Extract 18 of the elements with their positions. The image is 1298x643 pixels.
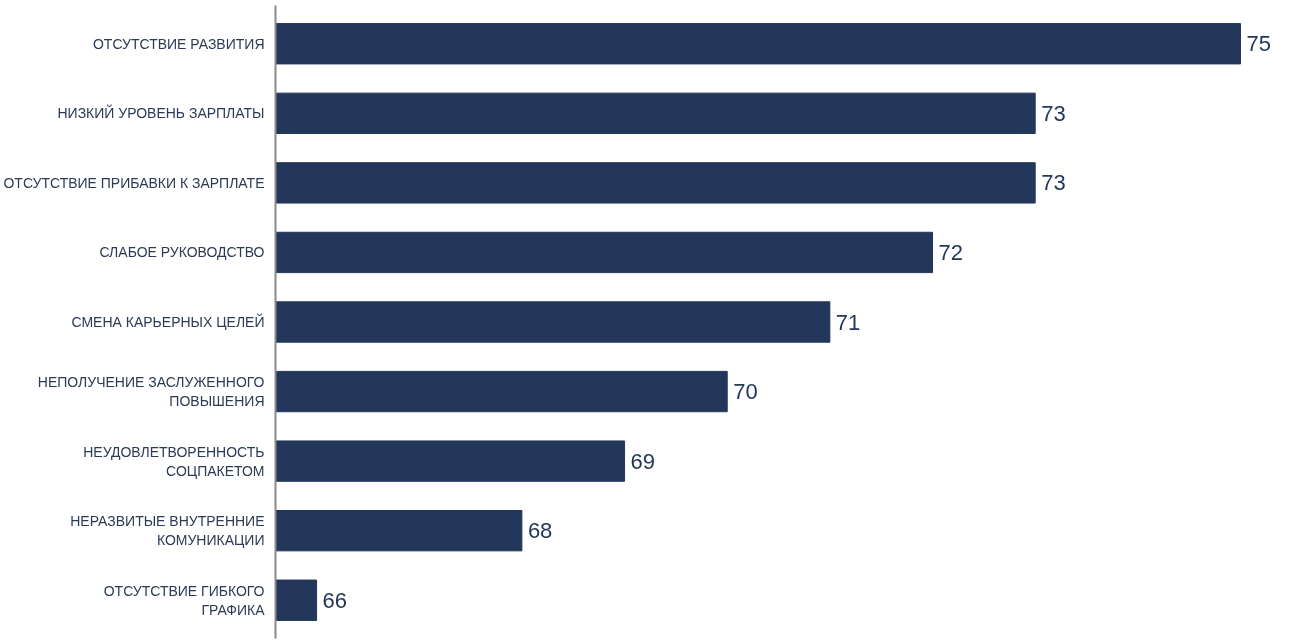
y-tick-label: НЕУДОВЛЕТВОРЕННОСТЬ СОЦПАКЕТОМ [83, 443, 265, 479]
y-tick-label: ОТСУТСТВИЕ ГИБКОГО ГРАФИКА [103, 582, 266, 618]
data-label: 73 [1041, 170, 1066, 196]
y-tick-label: ОТСУТСТВИЕ ПРИБАВКИ К ЗАРПЛАТЕ [3, 174, 265, 191]
y-tick-label: НЕПОЛУЧЕНИЕ ЗАСЛУЖЕННОГО ПОВЫШЕНИЯ [37, 373, 265, 410]
y-tick-label: ОТСУТСТВИЕ РАЗВИТИЯ [92, 35, 265, 52]
data-label: 73 [1041, 100, 1066, 126]
y-tick-label: СЛАБОЕ РУКОВОДСТВО [99, 244, 265, 261]
data-label: 71 [835, 309, 861, 335]
data-label: 75 [1246, 31, 1271, 57]
data-label: 68 [527, 518, 553, 544]
data-label: 70 [733, 379, 758, 405]
y-tick-label: СМЕНА КАРЬЕРНЫХ ЦЕЛЕЙ [71, 313, 265, 330]
data-label: 72 [938, 239, 964, 265]
y-tick-label: НЕРАЗВИТЫЕ ВНУТРЕННИЕ КОМУНИКАЦИИ [70, 513, 265, 549]
data-label: 66 [322, 587, 348, 613]
data-label: 69 [630, 448, 656, 474]
y-tick-label: НИЗКИЙ УРОВЕНЬ ЗАРПЛАТЫ [57, 104, 265, 122]
